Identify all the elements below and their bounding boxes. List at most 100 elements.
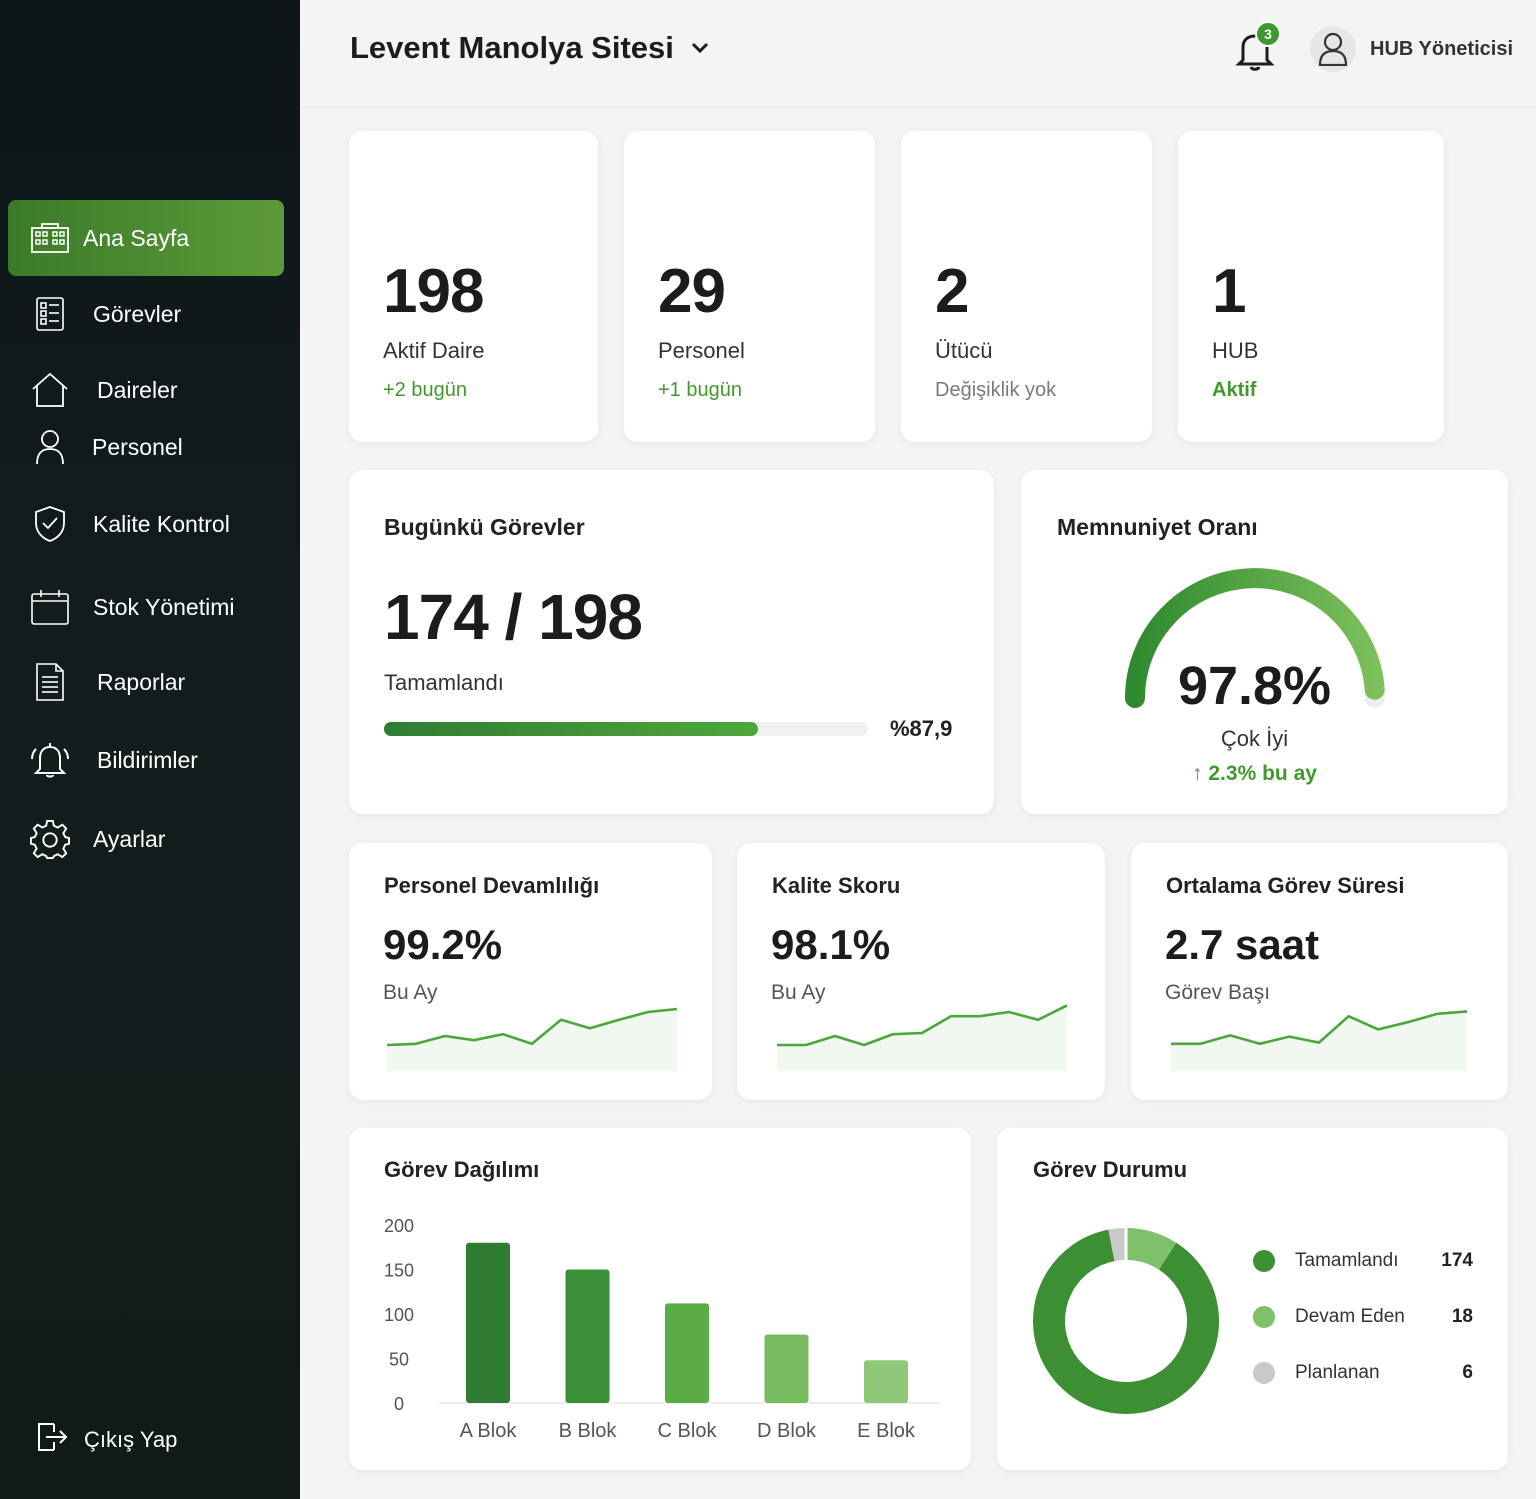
- sidebar-item-label: Bildirimler: [97, 746, 198, 773]
- card-title: Ortalama Görev Süresi: [1166, 873, 1405, 898]
- legend-item: Devam Eden 18: [1253, 1306, 1473, 1328]
- card-title: Personel Devamlılığı: [384, 873, 600, 898]
- site-selector[interactable]: Levent Manolya Sitesi: [350, 30, 710, 66]
- legend-item: Tamamlandı 174: [1253, 1250, 1473, 1272]
- metric-sub: Bu Ay: [383, 981, 438, 1004]
- today-tasks-card: Bugünkü Görevler 174 / 198 Tamamlandı %8…: [349, 470, 994, 814]
- card-title: Bugünkü Görevler: [384, 514, 585, 540]
- legend-label: Devam Eden: [1295, 1306, 1405, 1327]
- metric-value: 99.2%: [383, 921, 503, 968]
- card-title: Görev Durumu: [1033, 1157, 1188, 1182]
- sidebar-item-label: Görevler: [93, 300, 182, 327]
- metric-value: 98.1%: [771, 921, 891, 968]
- task-status-card: Görev Durumu Tamamlandı 174 Devam Eden 1…: [997, 1128, 1508, 1470]
- stat-status: Aktif: [1212, 379, 1257, 401]
- stat-change: +2 bugün: [383, 379, 467, 401]
- satisfaction-gauge: [1125, 568, 1385, 708]
- x-tick-label: A Blok: [460, 1420, 518, 1442]
- sidebar-item-personel[interactable]: Personel: [8, 409, 284, 485]
- bar: [665, 1303, 709, 1403]
- sidebar-item-label: Ana Sayfa: [83, 224, 190, 251]
- y-tick-label: 100: [384, 1305, 414, 1325]
- sparkline: [777, 1004, 1068, 1071]
- sidebar-item-label: Raporlar: [97, 668, 186, 695]
- task-distribution-card: Görev Dağılımı 200 150 100 50 0 A Blok B Blok C…: [349, 1128, 971, 1470]
- stat-card-aktif-daire: 198 Aktif Daire +2 bugün: [349, 131, 598, 442]
- user-menu[interactable]: HUB Yöneticisi: [1310, 26, 1513, 72]
- stat-change: +1 bugün: [658, 379, 742, 401]
- metric-sub: Görev Başı: [1165, 981, 1271, 1004]
- sidebar-item-label: Ayarlar: [93, 825, 166, 852]
- stat-label: Aktif Daire: [383, 338, 485, 363]
- x-tick-label: E Blok: [857, 1420, 916, 1442]
- calendar-icon: [30, 587, 70, 627]
- card-title: Memnuniyet Oranı: [1057, 514, 1258, 540]
- stat-card-utucu: 2 Ütücü Değişiklik yok: [901, 131, 1152, 442]
- progress-track: [384, 722, 868, 736]
- sidebar-item-ayarlar[interactable]: Ayarlar: [8, 801, 284, 877]
- sparkline-line: [1171, 1010, 1468, 1046]
- shield-check-icon: [30, 504, 70, 544]
- tasks-completed-value: 174 / 198: [384, 581, 643, 653]
- metric-card-attendance: Personel Devamlılığı 99.2% Bu Ay: [349, 843, 712, 1100]
- sidebar-item-stok-yonetimi[interactable]: Stok Yönetimi: [8, 569, 284, 645]
- sidebar-item-label: Daireler: [97, 376, 178, 403]
- progress-fill: [384, 722, 759, 736]
- logout-label: Çıkış Yap: [84, 1427, 178, 1452]
- home-icon: [30, 370, 70, 410]
- bell-icon: [30, 740, 70, 780]
- sidebar-item-gorevler[interactable]: Görevler: [8, 276, 284, 352]
- bar: [565, 1269, 610, 1403]
- user-name: HUB Yöneticisi: [1370, 37, 1513, 60]
- stat-card-personel: 29 Personel +1 bugün: [624, 131, 875, 442]
- stat-label: Ütücü: [935, 338, 993, 363]
- gauge-fill: [1125, 568, 1385, 708]
- sparkline-area: [777, 1005, 1067, 1071]
- sidebar-item-raporlar[interactable]: Raporlar: [8, 644, 284, 720]
- y-tick-label: 50: [389, 1350, 409, 1370]
- legend-dot: [1253, 1250, 1275, 1272]
- building-icon: [30, 218, 70, 258]
- sidebar-item-bildirimler[interactable]: Bildirimler: [8, 722, 284, 798]
- tasks-completed-label: Tamamlandı: [384, 670, 504, 695]
- legend-dot: [1253, 1306, 1275, 1328]
- gear-icon: [30, 819, 70, 859]
- legend-value: 174: [1441, 1250, 1473, 1271]
- stat-change: Değişiklik yok: [935, 379, 1057, 401]
- bar: [864, 1360, 908, 1403]
- x-tick-label: D Blok: [757, 1420, 817, 1442]
- logout-button[interactable]: Çıkış Yap: [36, 1422, 177, 1458]
- stat-label: Personel: [658, 338, 745, 363]
- sidebar-item-kalite-kontrol[interactable]: Kalite Kontrol: [8, 486, 284, 562]
- legend-value: 6: [1462, 1362, 1473, 1383]
- legend-item: Planlanan 6: [1253, 1362, 1473, 1384]
- sparkline-line: [777, 1004, 1068, 1047]
- sparkline: [386, 1007, 678, 1071]
- satisfaction-value: 97.8%: [1177, 656, 1332, 716]
- legend-value: 18: [1451, 1306, 1473, 1327]
- y-tick-label: 200: [384, 1216, 414, 1236]
- satisfaction-change: ↑ 2.3% bu ay: [1192, 762, 1317, 785]
- sidebar-item-label: Stok Yönetimi: [93, 593, 235, 620]
- top-header: Levent Manolya Sitesi 3 HUB Yöneticisi: [300, 0, 1536, 108]
- donut-chart: [1033, 1228, 1219, 1414]
- sidebar-item-label: Kalite Kontrol: [93, 510, 230, 537]
- bar: [466, 1242, 510, 1403]
- stat-value: 1: [1212, 257, 1246, 326]
- donut-slice: [1108, 1228, 1127, 1262]
- y-tick-label: 150: [384, 1261, 414, 1281]
- sparkline-line: [386, 1007, 678, 1047]
- avatar: [1310, 26, 1356, 72]
- notification-badge: 3: [1255, 21, 1281, 47]
- stat-value: 198: [383, 257, 484, 326]
- sidebar-item-ana-sayfa[interactable]: Ana Sayfa: [8, 200, 284, 276]
- x-tick-label: B Blok: [559, 1420, 618, 1442]
- site-name: Levent Manolya Sitesi: [350, 30, 674, 65]
- stat-card-hub: 1 HUB Aktif: [1178, 131, 1444, 442]
- satisfaction-label: Çok İyi: [1220, 726, 1289, 751]
- stat-value: 29: [658, 257, 726, 326]
- y-tick-label: 0: [394, 1394, 404, 1414]
- sidebar-item-daireler[interactable]: Daireler: [8, 352, 284, 428]
- report-icon: [30, 662, 70, 702]
- donut-slice: [1033, 1229, 1219, 1414]
